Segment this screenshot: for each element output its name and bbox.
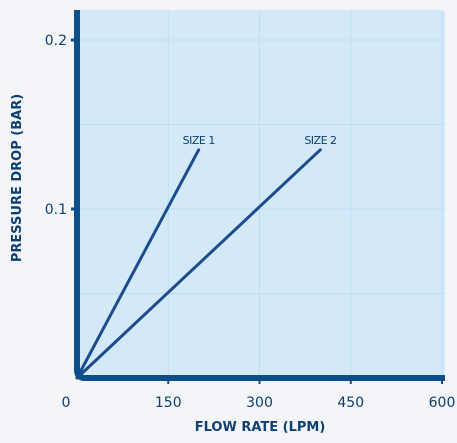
x-tick-label-4: 600 [429,395,456,411]
x-tick-label-3: 450 [337,395,364,411]
plot-background [77,10,445,378]
axes [71,10,445,384]
y-axis-title: PRESSURE DROP (BAR) [10,94,25,262]
series-label-1: SIZE 1 [183,134,215,147]
series-line-1 [75,148,201,380]
y-tick-label-0: 0.1 [45,202,67,218]
x-tick-label-0: 0 [62,395,71,411]
x-tick-label-1: 150 [155,395,182,411]
series-label-2: SIZE 2 [304,134,336,147]
axis-lines [74,10,445,381]
x-axis-title: FLOW RATE (LPM) [195,420,326,435]
x-tick-label-2: 300 [246,395,273,411]
y-tick-label-1: 0.2 [45,33,67,49]
series-line-2 [75,148,322,380]
tick-labels: 0.1 0.2 0 150 300 450 600 [45,33,456,411]
grid [77,10,445,378]
series-labels: SIZE 1 SIZE 2 [183,134,337,147]
series-lines [75,148,322,380]
